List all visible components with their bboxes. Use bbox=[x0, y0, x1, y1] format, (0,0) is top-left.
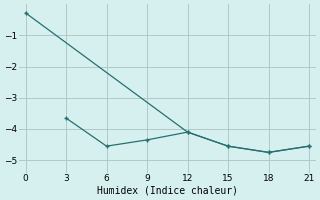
X-axis label: Humidex (Indice chaleur): Humidex (Indice chaleur) bbox=[97, 186, 238, 196]
